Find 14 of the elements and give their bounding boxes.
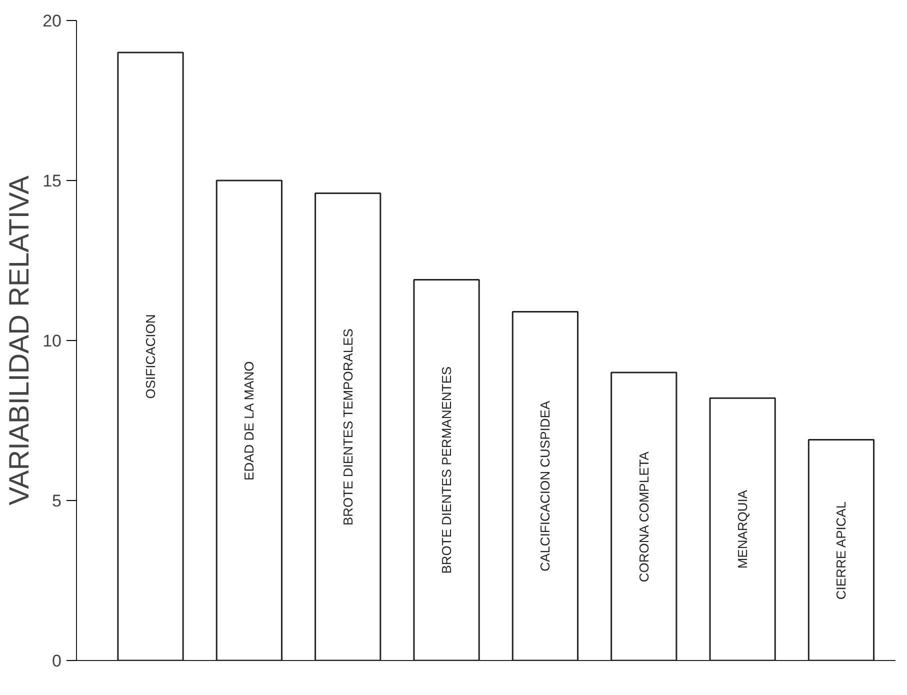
x-tick-label: CORONA COMPLETA xyxy=(636,451,652,582)
x-tick-label: OSIFICACION xyxy=(143,314,158,399)
y-tick-label: 20 xyxy=(42,12,62,30)
x-tick-label: BROTE DIENTES PERMANENTES xyxy=(439,366,454,574)
x-tick-label: BROTE DIENTES TEMPORALES xyxy=(340,328,356,526)
x-tick-label: MENARQUIA xyxy=(735,490,750,569)
x-tick-label: EDAD DE LA MANO xyxy=(242,361,257,480)
y-axis-title: VARIABILIDAD RELATIVA xyxy=(4,175,35,506)
y-tick-label: 0 xyxy=(52,652,62,670)
y-tick-label: 15 xyxy=(42,172,62,190)
x-tick-label: CIERRE APICAL xyxy=(834,501,849,600)
x-tick-label: CALCIFICACION CUSPIDEA xyxy=(538,400,553,572)
y-tick-label: 5 xyxy=(52,492,62,510)
y-tick-label: 10 xyxy=(42,332,62,350)
